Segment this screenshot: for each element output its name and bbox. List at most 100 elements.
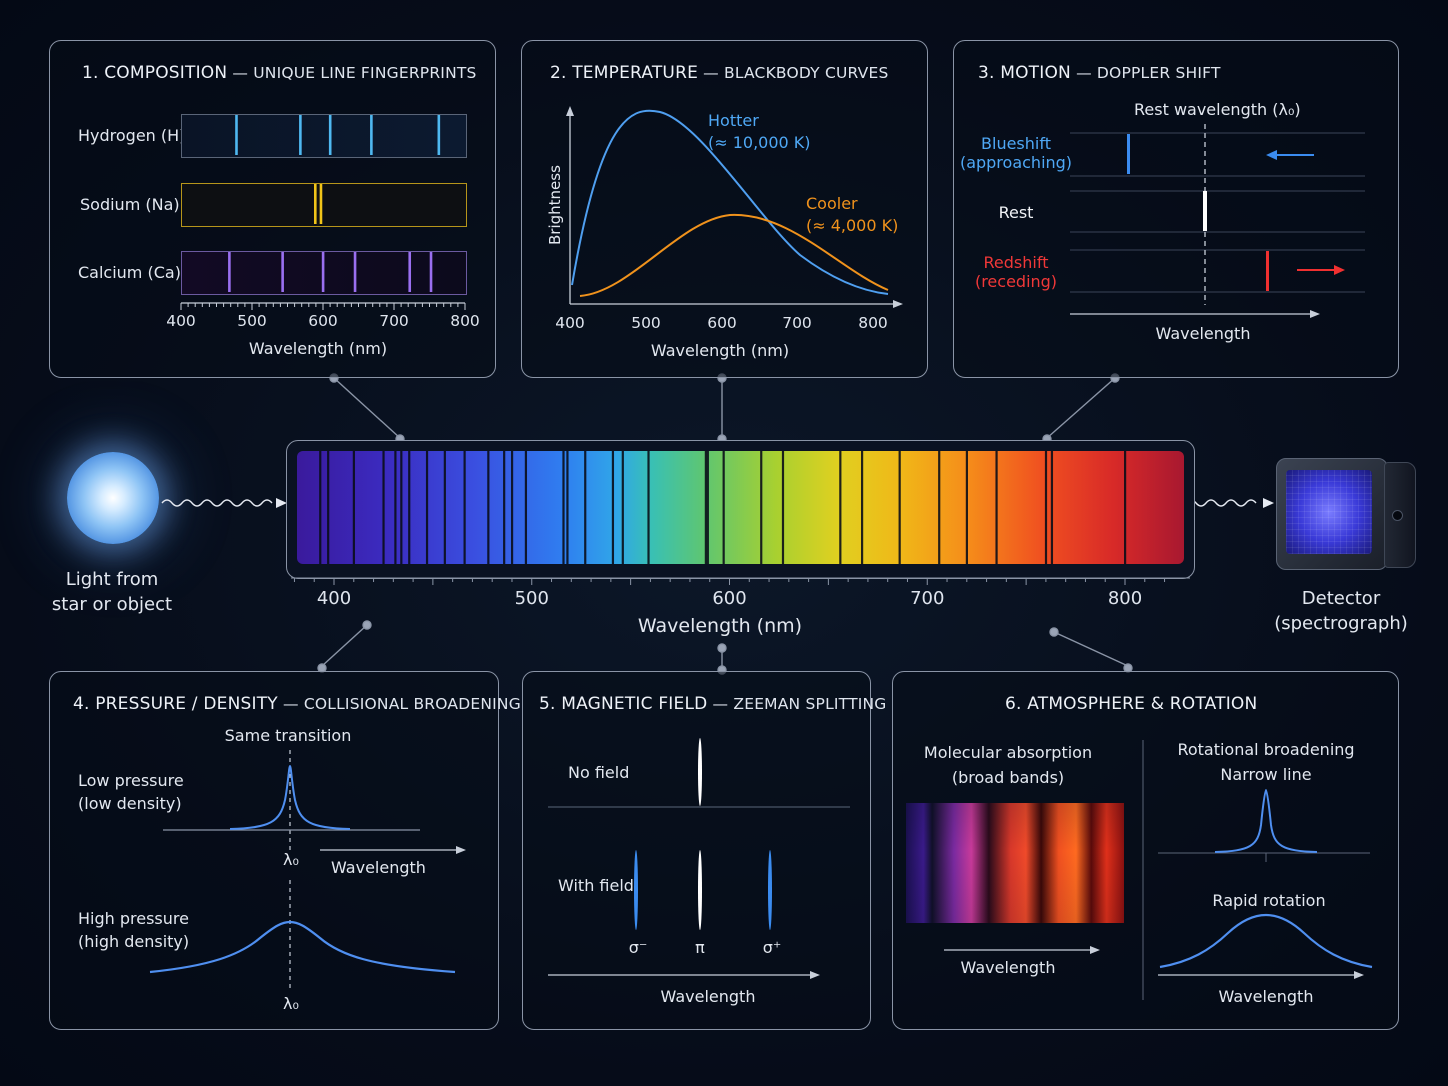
high-pressure-label: High pressure (high density) bbox=[78, 909, 190, 951]
redshift-line bbox=[1266, 251, 1269, 291]
emission-line bbox=[370, 115, 373, 155]
blueshift-line bbox=[1127, 134, 1130, 174]
tick: 400 bbox=[316, 588, 352, 609]
detector-label: Detector (spectrograph) bbox=[1274, 588, 1408, 634]
rest-label: Rest bbox=[998, 203, 1034, 222]
panel-title: 6. ATMOSPHERE & ROTATION bbox=[1005, 694, 1258, 714]
emission-line bbox=[328, 115, 332, 155]
arrow-left-icon bbox=[1266, 150, 1314, 160]
blueshift-label: Blueshift (approaching) bbox=[959, 134, 1073, 172]
absorption-line bbox=[647, 451, 650, 564]
tick: 400 bbox=[166, 312, 196, 330]
broad-profile bbox=[149, 920, 456, 974]
absorption-line bbox=[524, 451, 528, 564]
panel2-xlabel: Wavelength (nm) bbox=[650, 341, 790, 360]
absorption-line bbox=[487, 451, 490, 564]
absorption-line bbox=[722, 451, 725, 564]
narrow-line-label: Narrow line bbox=[1220, 765, 1312, 784]
panel-magnetic: 5. MAGNETIC FIELD — ZEEMAN SPLITTING bbox=[522, 671, 886, 1030]
sigma-plus-line bbox=[768, 850, 772, 930]
label-hydrogen: Hydrogen (H) bbox=[78, 126, 186, 145]
absorption-line bbox=[704, 451, 707, 564]
absorption-line bbox=[860, 451, 864, 564]
absorption-line bbox=[965, 451, 968, 564]
emission-line bbox=[281, 252, 284, 292]
emission-line bbox=[228, 252, 231, 292]
pi-label: π bbox=[695, 938, 705, 957]
absorption-line bbox=[839, 451, 842, 564]
absorption-line bbox=[584, 451, 587, 564]
emission-line bbox=[408, 252, 412, 292]
absorption-line bbox=[510, 451, 514, 564]
absorption-line bbox=[1124, 451, 1127, 564]
emission-line bbox=[313, 184, 317, 224]
molecular-band-spectrum bbox=[906, 803, 1124, 923]
absorption-line bbox=[611, 451, 615, 564]
panel-motion: 3. MOTION — DOPPLER SHIFT bbox=[953, 40, 1399, 378]
tick: 500 bbox=[237, 312, 267, 330]
absorption-line bbox=[621, 451, 624, 564]
rest-wavelength-label: Rest wavelength (λ₀) bbox=[1134, 100, 1301, 119]
panel3-xlabel: Wavelength bbox=[1155, 324, 1251, 343]
panel6-xlabel-left: Wavelength bbox=[960, 958, 1056, 977]
pi-line-nofield bbox=[698, 738, 702, 806]
emission-line bbox=[429, 252, 433, 292]
tick: 600 bbox=[707, 314, 737, 332]
absorption-line bbox=[1044, 451, 1048, 564]
absorption-line bbox=[1050, 451, 1054, 564]
tick: 400 bbox=[555, 314, 585, 332]
sodium-spectrum-strip bbox=[181, 183, 467, 227]
panel-title: 4. PRESSURE / DENSITY — COLLISIONAL BROA… bbox=[73, 694, 521, 714]
narrow-line-profile bbox=[1214, 788, 1318, 853]
arrow-right-icon bbox=[1297, 265, 1345, 275]
panel4-xlabel: Wavelength bbox=[331, 858, 426, 877]
sigma-plus-label: σ⁺ bbox=[762, 938, 782, 957]
rest-line-mark bbox=[1203, 191, 1207, 231]
label-calcium: Calcium (Ca) bbox=[78, 263, 181, 282]
no-field-label: No field bbox=[568, 763, 630, 782]
panel-temperature: 2. TEMPERATURE — BLACKBODY CURVES bbox=[521, 40, 928, 378]
tick: 700 bbox=[379, 312, 409, 330]
spectrum-xlabel: Wavelength (nm) bbox=[637, 615, 803, 637]
hot-curve bbox=[571, 109, 889, 295]
molecular-label: Molecular absorption (broad bands) bbox=[923, 743, 1093, 787]
panel5-xlabel: Wavelength bbox=[660, 987, 756, 1006]
panel1-xlabel: Wavelength (nm) bbox=[248, 339, 388, 358]
cool-temp: (≈ 4,000 K) bbox=[806, 216, 899, 235]
source-label: Light from star or object bbox=[51, 569, 173, 615]
detector-icon bbox=[1276, 452, 1416, 572]
lambda-label-2: λ₀ bbox=[283, 994, 299, 1013]
absorption-line bbox=[382, 451, 385, 564]
absorption-line bbox=[562, 451, 565, 564]
star-icon bbox=[67, 452, 159, 544]
redshift-label: Redshift (receding) bbox=[974, 253, 1058, 291]
with-field-label: With field bbox=[558, 876, 634, 895]
tick: 500 bbox=[631, 314, 661, 332]
absorption-line bbox=[760, 451, 763, 564]
absorption-line bbox=[503, 451, 506, 564]
emission-line bbox=[353, 252, 357, 292]
emission-line bbox=[235, 115, 238, 155]
absorption-line bbox=[443, 451, 446, 564]
absorption-line bbox=[938, 451, 941, 564]
absorption-line bbox=[394, 451, 397, 564]
panel-title: 3. MOTION — DOPPLER SHIFT bbox=[978, 63, 1221, 83]
emission-line bbox=[437, 115, 441, 155]
tick: 700 bbox=[910, 588, 945, 609]
absorption-line bbox=[706, 451, 709, 564]
tick: 700 bbox=[782, 314, 812, 332]
absorption-line bbox=[781, 451, 785, 564]
absorption-line bbox=[352, 451, 355, 564]
absorption-line bbox=[408, 451, 411, 564]
panel-title: 2. TEMPERATURE — BLACKBODY CURVES bbox=[550, 63, 889, 83]
low-pressure-label: Low pressure (low density) bbox=[78, 771, 184, 813]
hydrogen-spectrum-strip bbox=[181, 114, 467, 158]
